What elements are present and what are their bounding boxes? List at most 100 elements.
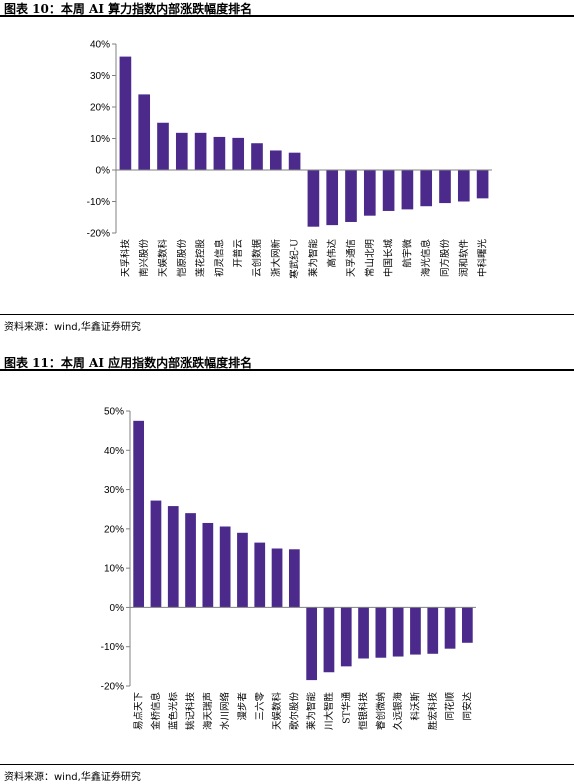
bar [288, 152, 301, 170]
bar [254, 542, 266, 608]
bar [392, 607, 404, 657]
title-rule [0, 369, 574, 371]
y-tick-label: 10% [104, 564, 124, 575]
y-tick-label: 10% [90, 134, 110, 145]
bar [323, 607, 335, 673]
category-label: 海光信息 [420, 239, 432, 277]
category-label: 寒武纪-U [289, 239, 301, 279]
category-label: 金桥信息 [150, 692, 162, 730]
bar [382, 170, 395, 211]
bar [202, 522, 214, 608]
y-tick-label: 40% [104, 446, 124, 457]
bar [358, 607, 369, 659]
bar [232, 137, 245, 170]
category-label: 睿创微纳 [375, 692, 387, 730]
y-tick-label: 0% [110, 603, 125, 614]
category-label: 姚记科技 [185, 692, 197, 731]
y-tick-label: -20% [101, 682, 124, 693]
category-label: 润和软件 [458, 239, 470, 278]
category-label: 易点天下 [134, 692, 145, 730]
category-label: 三六零 [254, 692, 266, 721]
source-rule [0, 764, 574, 765]
bar [150, 500, 162, 608]
bar [213, 136, 226, 170]
bar [420, 170, 433, 207]
bar [439, 170, 451, 204]
bar [119, 56, 132, 170]
category-label: 蓝色光标 [167, 692, 179, 731]
bar [345, 170, 357, 222]
category-label: 同花顺 [444, 692, 456, 721]
bar [427, 607, 439, 654]
category-label: 莱为智能 [307, 239, 319, 278]
y-tick-label: 30% [104, 485, 124, 496]
bar-chart-1: 40% 30% 20% 10% 0% -10% -20% 天孚科技 南兴股份 天娱数科 恺原股份 莲花… [87, 40, 492, 279]
y-tick-label: 50% [104, 407, 124, 418]
category-label: 胜宏科技 [427, 692, 439, 731]
bar [271, 548, 283, 608]
category-label: 科沃斯 [409, 692, 421, 721]
category-label: 航宇微 [401, 239, 413, 268]
category-label: 川大智胜 [323, 692, 335, 731]
bar [457, 170, 470, 202]
category-label: 常山北明 [364, 239, 376, 277]
bar [138, 94, 151, 170]
chart-panel-1: 图表 10：本周 AI 算力指数内部涨跌幅度排名 40% 30% 20% 10% 0% -… [0, 0, 574, 340]
category-label: 同方股份 [439, 239, 451, 278]
title-rule [0, 15, 574, 17]
category-label: 久远银海 [392, 692, 404, 731]
category-label: 恺原股份 [176, 239, 188, 278]
bar [175, 132, 188, 170]
chart-title: 图表 11：本周 AI 应用指数内部涨跌幅度排名 [4, 356, 253, 370]
bar [307, 170, 320, 227]
bar [444, 607, 456, 649]
category-label: 天孚通信 [345, 239, 357, 277]
category-label: 水川网络 [219, 692, 231, 731]
chart-source: 资料来源：wind,华鑫证券研究 [4, 772, 141, 783]
category-label: 歌尔股份 [288, 692, 300, 731]
category-label: 莱为智能 [306, 692, 318, 731]
category-label: ST华通 [340, 692, 352, 724]
y-tick-label: 30% [90, 71, 110, 82]
chart-panel-2: 图表 11：本周 AI 应用指数内部涨跌幅度排名 50% 40% 30% 20% 10%… [0, 348, 574, 784]
chart-title: 图表 10：本周 AI 算力指数内部涨跌幅度排名 [4, 2, 253, 16]
bar [375, 607, 387, 658]
source-rule [0, 314, 574, 315]
category-label: 浙大网新 [270, 239, 282, 278]
bar [401, 170, 414, 210]
bar [269, 150, 282, 170]
bar [133, 420, 145, 608]
chart-source: 资料来源：wind,华鑫证券研究 [4, 322, 141, 333]
bar [340, 607, 352, 667]
category-label: 云创数据 [251, 239, 263, 278]
bar [476, 170, 489, 199]
bar [167, 506, 179, 608]
category-label: 中国长城 [383, 239, 395, 278]
category-label: 中科曙光 [477, 239, 489, 278]
bar [461, 607, 473, 643]
y-tick-label: 20% [104, 524, 124, 535]
category-label: 天娱数科 [157, 239, 169, 278]
bar [306, 607, 318, 681]
category-label: 海天瑞声 [202, 692, 214, 730]
bar [237, 532, 248, 608]
bar [185, 513, 196, 608]
y-tick-label: -10% [101, 642, 124, 653]
category-label: 漫步者 [236, 692, 248, 721]
category-label: 天孚科技 [119, 239, 131, 278]
y-tick-label: -20% [87, 229, 110, 240]
bar [363, 170, 376, 216]
bar-chart-2: 50% 40% 30% 20% 10% 0% -10% -20% 易点天下 金桥信息 蓝色光标 姚记科… [101, 407, 476, 731]
bar [410, 607, 421, 655]
bar [219, 526, 231, 608]
bar [326, 170, 339, 226]
category-label: 初灵信息 [213, 239, 225, 277]
category-label: 天娱数科 [271, 692, 283, 731]
bar [251, 143, 263, 170]
category-label: 开普云 [232, 239, 244, 268]
category-label: 同安达 [461, 692, 473, 721]
bar [157, 122, 169, 170]
category-label: 高伟达 [326, 239, 338, 268]
y-tick-label: -10% [87, 197, 110, 208]
y-tick-label: 20% [90, 103, 110, 114]
